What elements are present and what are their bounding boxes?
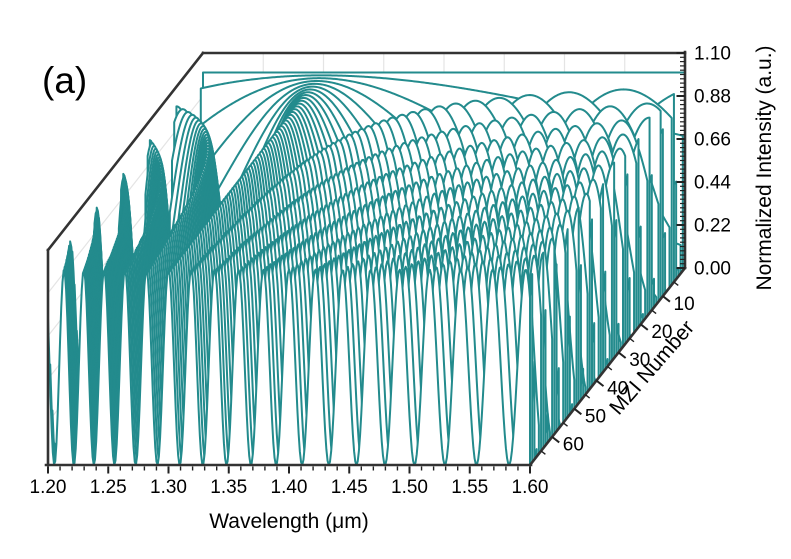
x-axis-tick-label: 1.60 — [512, 477, 549, 498]
x-axis-title: Wavelength (μm) — [209, 510, 369, 533]
z-axis-tick-label: 0.88 — [694, 87, 731, 108]
x-axis-tick-label: 1.30 — [150, 477, 187, 498]
depth-axis-major-tick — [617, 351, 627, 359]
depth-axis-major-tick — [595, 379, 605, 387]
depth-axis-minor-tick — [584, 394, 591, 399]
depth-axis-tick-label: 20 — [651, 322, 672, 343]
z-axis-title: Normalized Intensity (a.u.) — [753, 45, 776, 290]
depth-axis-tick-label: 30 — [629, 350, 650, 371]
x-axis-tick-label: 1.25 — [90, 477, 127, 498]
panel-label: (a) — [42, 60, 87, 101]
spectra-curves — [47, 71, 686, 466]
depth-axis-minor-tick — [673, 281, 679, 287]
x-axis-tick-label: 1.35 — [210, 477, 247, 498]
axis-ticks — [47, 52, 685, 474]
depth-axis-major-tick — [573, 407, 582, 416]
x-axis-tick-label: 1.40 — [271, 477, 308, 498]
z-axis-tick-label: 0.44 — [694, 173, 731, 194]
x-axis-tick-label: 1.45 — [331, 477, 368, 498]
z-axis-tick-label: 0.66 — [694, 130, 731, 151]
z-axis-tick-label: 0.00 — [694, 259, 731, 280]
depth-axis-major-tick — [662, 295, 671, 303]
depth-axis-tick-label: 10 — [674, 294, 695, 315]
depth-axis-minor-tick — [651, 309, 657, 315]
depth-axis-tick-label: 40 — [607, 378, 628, 399]
depth-axis-tick-label: 60 — [563, 435, 584, 456]
depth-axis-minor-tick — [607, 365, 613, 371]
x-axis-tick-label: 1.20 — [30, 477, 67, 498]
tick-labels: 1.20 1.25 1.30 1.35 1.40 1.45 1.50 1.55 1.60 0.00… — [30, 44, 732, 499]
depth-axis-minor-tick — [540, 450, 546, 455]
depth-axis-minor-tick — [629, 337, 635, 343]
x-axis-tick-label: 1.50 — [391, 477, 428, 498]
mzi-spectrum-curve — [47, 268, 531, 466]
depth-axis-minor-tick — [562, 422, 568, 427]
z-axis-tick-label: 1.10 — [694, 44, 731, 65]
z-axis-tick-label: 0.22 — [694, 216, 731, 237]
depth-axis-tick-label: 50 — [585, 407, 606, 428]
depth-axis-major-tick — [640, 323, 649, 331]
x-axis-tick-label: 1.55 — [451, 477, 488, 498]
box-left-diagonal-edge — [46, 51, 205, 252]
depth-axis-major-tick — [551, 436, 560, 444]
